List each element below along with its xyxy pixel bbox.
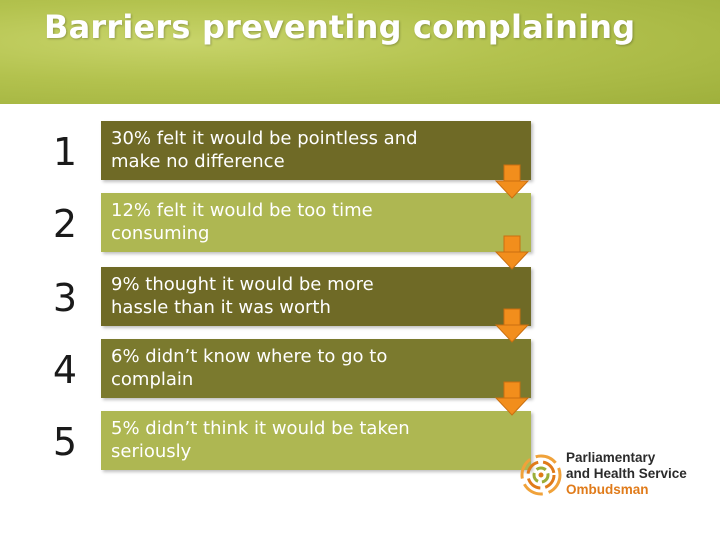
rank-number: 2 (52, 202, 78, 246)
barrier-text: 30% felt it would be pointless and make … (111, 128, 418, 172)
down-arrow-icon (494, 164, 530, 199)
ombudsman-logo: Parliamentary and Health Service Ombudsm… (518, 448, 708, 502)
logo-line: and Health Service (566, 466, 687, 481)
swirl-logo-icon (520, 454, 562, 496)
rank-number: 1 (52, 130, 78, 174)
down-arrow-icon (494, 381, 530, 416)
barrier-text: 5% didn’t think it would be taken seriou… (111, 418, 410, 462)
rank-number: 4 (52, 348, 78, 392)
down-arrow-icon (494, 235, 530, 270)
barrier-row: 9% thought it would be more hassle than … (101, 267, 531, 326)
slide-title: Barriers preventing complaining (44, 8, 636, 46)
barrier-row: 30% felt it would be pointless and make … (101, 121, 531, 180)
barrier-text: 12% felt it would be too time consuming (111, 200, 373, 244)
rank-number: 3 (52, 276, 78, 320)
barrier-row: 6% didn’t know where to go to complain (101, 339, 531, 398)
rank-number: 5 (52, 420, 78, 464)
logo-line: Ombudsman (566, 482, 649, 497)
barrier-text: 9% thought it would be more hassle than … (111, 274, 374, 318)
barrier-row: 12% felt it would be too time consuming (101, 193, 531, 252)
header-banner: Barriers preventing complaining (0, 0, 720, 104)
barrier-row: 5% didn’t think it would be taken seriou… (101, 411, 531, 470)
logo-line: Parliamentary (566, 450, 656, 465)
down-arrow-icon (494, 308, 530, 343)
barrier-text: 6% didn’t know where to go to complain (111, 346, 388, 390)
logo-wordmark: Parliamentary and Health Service Ombudsm… (566, 450, 687, 498)
